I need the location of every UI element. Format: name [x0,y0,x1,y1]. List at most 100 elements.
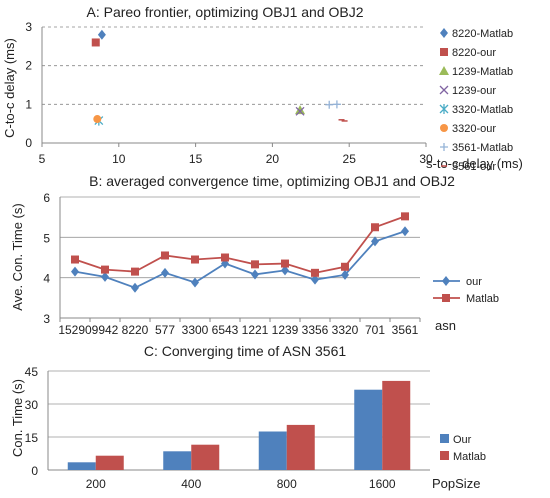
panel-c-bar [258,431,287,470]
panel-a-points [91,29,348,126]
panel-a-point [332,100,341,109]
panel-c-x-tick: 1600 [369,477,396,491]
panel-b-legend-marker [442,276,450,286]
panel-a-axes [41,27,427,147]
panel-a-legend-marker [440,28,448,38]
panel-c-bars [67,380,411,470]
panel-c-bar [191,444,220,470]
panel-c-x-tick: 200 [86,477,106,491]
panel-a-legend-label: 3561-our [452,161,496,173]
panel-b-x-tick: 8220 [122,323,149,337]
panel-c-legend: Our Matlab [440,434,486,463]
panel-b-point [281,265,289,276]
panel-a-point [325,100,334,109]
panel-c-bar-chart: C: Converging time of ASN 3561 Con. Time… [10,343,486,491]
panel-b-point [71,266,79,277]
panel-a-legend: 8220-Matlab 8220-our 1239-Matlab 1239-our 33… [439,28,513,173]
panel-b-x-tick: 3300 [182,323,209,337]
panel-a-legend-label: 1239-our [452,85,496,97]
panel-c-legend-label: Matlab [453,451,486,463]
panel-b-y-tick: 4 [43,272,50,286]
panel-c-legend-swatch [440,451,449,460]
panel-b-x-tick: 9942 [92,323,119,337]
panel-a-x-tick: 20 [266,152,280,166]
panel-b-point [191,255,199,264]
panel-c-legend-label: Our [453,434,472,446]
panel-b-x-axis-label: asn [435,318,456,333]
panel-a-tick-labels: 0 1 2 3 5 10 15 20 25 30 [25,20,433,166]
panel-b-point [281,259,289,268]
panel-c-bar [67,462,96,470]
panel-a-point [295,105,306,115]
panel-c-x-axis-label: PopSize [432,476,480,491]
panel-b-series-line [74,215,406,274]
panel-a-y-tick: 0 [25,136,32,150]
panel-a-scatter-chart: A: Pareo frontier, optimizing OBJ1 and O… [2,4,523,173]
panel-c-title: C: Converging time of ASN 3561 [144,343,347,359]
panel-c-x-tick: 800 [277,477,297,491]
panel-c-tick-labels: 0 15 30 45 200 400 800 1600 [25,365,396,491]
panel-a-point [93,115,102,124]
panel-c-legend-swatch [440,434,449,443]
panel-b-point [311,268,319,277]
panel-c-bar [163,451,192,470]
panel-a-x-tick: 25 [343,152,357,166]
panel-b-gridlines [60,196,420,319]
panel-b-point [71,255,79,264]
panel-b-title: B: averaged convergence time, optimizing… [89,173,455,189]
panel-b-x-tick: 577 [155,323,175,337]
panel-b-y-axis-label: Ave. Con. Time (s) [10,203,25,310]
panel-a-title: A: Pareo frontier, optimizing OBJ1 and O… [86,4,363,20]
panel-b-point [371,236,379,247]
panel-c-y-tick: 30 [25,398,39,412]
panel-a-legend-marker [440,143,448,151]
panel-c-bar [95,455,124,470]
panel-b-point [161,267,169,278]
panel-b-x-tick: 3356 [302,323,329,337]
panel-b-point [401,212,409,221]
panel-a-point [97,29,106,40]
panel-a-legend-label: 8220-Matlab [452,28,513,40]
panel-b-point [131,282,139,293]
panel-b-point [131,267,139,276]
panel-b-point [251,260,259,269]
panel-c-y-axis-label: Con. Time (s) [10,379,25,457]
panel-b-point [161,251,169,260]
panel-a-legend-marker [440,48,448,56]
panel-b-x-tick: 3561 [392,323,419,337]
panel-b-y-tick: 6 [43,191,50,205]
panel-c-x-tick: 400 [181,477,201,491]
panel-b-point [311,274,319,285]
panel-b-point [251,269,259,280]
panel-a-gridlines [42,26,426,105]
panel-a-x-tick: 15 [189,152,203,166]
panel-b-series-line [74,230,406,289]
panel-b-axes [59,197,421,322]
panel-b-series [71,212,409,293]
panel-a-x-tick: 5 [39,152,46,166]
panel-c-y-tick: 45 [25,365,39,379]
panel-a-legend-marker [440,124,448,132]
panel-a-x-axis-label: s-to-c delay (ms) [426,156,523,171]
panel-b-point [191,277,199,288]
panel-b-y-tick: 5 [43,231,50,245]
panel-a-legend-marker [439,66,449,75]
panel-b-x-tick: 1239 [272,323,299,337]
panel-b-legend-label: Matlab [466,293,499,305]
panel-c-y-tick: 0 [31,464,38,478]
panel-a-legend-marker [439,104,449,114]
panel-a-x-tick: 30 [419,152,433,166]
panel-b-x-tick: 1221 [242,323,269,337]
panel-a-legend-label: 1239-Matlab [452,66,513,78]
panel-a-y-tick: 2 [25,59,32,73]
panel-c-bar [382,380,411,470]
panel-b-y-tick: 3 [43,312,50,326]
panel-b-x-tick: 15290 [58,323,92,337]
panel-b-point [341,262,349,271]
panel-b-legend-label: our [466,276,482,288]
panel-b-point [371,223,379,232]
panel-b-point [101,265,109,274]
panel-b-point [341,269,349,280]
panel-a-legend-marker [439,85,449,95]
panel-a-legend-label: 8220-our [452,47,496,59]
